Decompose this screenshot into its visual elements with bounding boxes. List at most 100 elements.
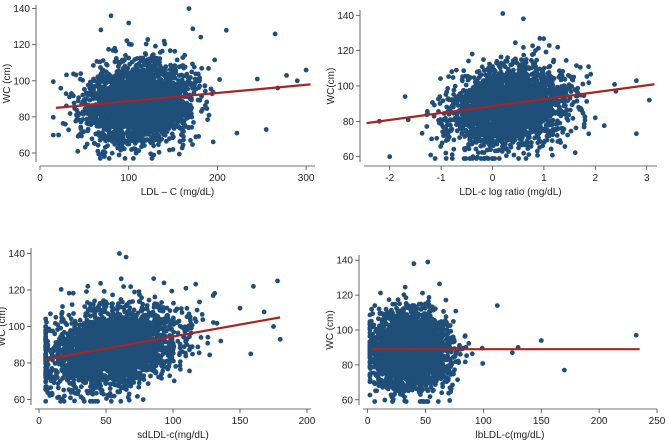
scatter-point — [80, 99, 86, 104]
scatter-point — [102, 137, 108, 143]
scatter-point — [126, 123, 132, 128]
scatter-point — [111, 111, 117, 117]
scatter-point — [518, 62, 523, 67]
scatter-point — [127, 41, 133, 47]
scatter-point — [538, 129, 543, 135]
scatter-point — [526, 152, 532, 158]
scatter-point — [115, 145, 121, 151]
scatter-point — [126, 55, 132, 61]
scatter-point — [197, 83, 203, 89]
scatter-point — [454, 67, 459, 73]
scatter-point — [91, 63, 96, 68]
scatter-point — [492, 148, 498, 154]
scatter-point — [159, 129, 165, 135]
scatter-point — [50, 79, 56, 85]
scatter-point — [565, 132, 570, 138]
scatter-point — [167, 48, 173, 54]
scatter-point — [63, 121, 68, 127]
scatter-point — [101, 151, 107, 157]
scatter-point — [188, 138, 193, 143]
scatter-point — [98, 27, 104, 33]
scatter-point — [582, 114, 588, 120]
scatter-point — [88, 115, 94, 121]
scatter-point — [121, 121, 127, 127]
scatter-point — [485, 156, 491, 161]
scatter-point — [563, 58, 569, 63]
scatter-point — [206, 112, 212, 118]
scatter-point — [443, 156, 449, 161]
scatter-point — [124, 103, 130, 109]
scatter-point — [84, 90, 90, 96]
scatter-point — [202, 83, 208, 89]
scatter-point — [445, 96, 451, 101]
scatter-point — [159, 77, 164, 83]
scatter-point — [492, 68, 498, 74]
scatter-point — [205, 117, 211, 122]
scatter-point — [71, 100, 77, 106]
scatter-point — [112, 45, 118, 51]
scatter-point — [79, 133, 84, 139]
x-tick-label: 100 — [120, 173, 137, 184]
scatter-point — [139, 143, 145, 149]
scatter-point — [586, 80, 592, 86]
scatter-point — [106, 156, 112, 161]
scatter-point — [114, 69, 120, 75]
scatter-point — [97, 137, 103, 143]
scatter-point — [571, 74, 577, 80]
scatter-point — [569, 102, 575, 108]
scatter-point — [463, 82, 469, 88]
scatter-point — [479, 64, 485, 70]
scatter-point — [163, 117, 169, 123]
scatter-point — [450, 75, 456, 80]
scatter-point — [95, 142, 101, 148]
scatter-point — [462, 146, 467, 152]
scatter-point — [116, 64, 121, 69]
scatter-point — [78, 71, 84, 76]
scatter-point — [179, 145, 185, 151]
scatter-point — [542, 128, 548, 134]
scatter-point — [573, 125, 579, 131]
scatter-point — [210, 139, 216, 145]
scatter-point — [192, 76, 198, 82]
scatter-point — [562, 76, 568, 82]
scatter-point — [91, 76, 96, 82]
scatter-point — [138, 87, 144, 92]
scatter-point — [150, 127, 156, 133]
scatter-point — [97, 87, 102, 93]
scatter-point — [530, 85, 535, 91]
scatter-point — [566, 73, 571, 78]
scatter-point — [424, 124, 430, 129]
scatter-point — [518, 135, 524, 141]
scatter-point — [558, 109, 564, 115]
scatter-point — [511, 152, 517, 158]
scatter-point — [555, 44, 561, 50]
scatter-point — [119, 57, 125, 63]
scatter-point — [544, 133, 550, 139]
scatter-point — [516, 156, 521, 161]
scatter-point — [431, 102, 437, 108]
scatter-point — [149, 121, 155, 126]
scatter-point — [132, 107, 138, 113]
scatter-point — [444, 104, 450, 110]
scatter-point — [449, 69, 455, 75]
scatter-point — [460, 78, 465, 84]
scatter-point — [156, 67, 162, 73]
scatter-point — [97, 156, 103, 161]
scatter-point — [56, 132, 61, 138]
scatter-point — [466, 146, 472, 152]
scatter-point — [196, 134, 202, 139]
scatter-point — [138, 58, 144, 64]
scatter-point — [438, 76, 443, 81]
scatter-point — [272, 31, 278, 37]
scatter-point — [488, 81, 493, 87]
scatter-points — [377, 11, 652, 161]
scatter-point — [284, 73, 289, 78]
scatter-point — [138, 108, 144, 113]
scatter-point — [141, 62, 147, 68]
scatter-point — [77, 76, 83, 82]
scatter-point — [123, 53, 128, 58]
scatter-point — [451, 87, 457, 93]
scatter-point — [122, 107, 128, 113]
scatter-point — [76, 95, 82, 101]
